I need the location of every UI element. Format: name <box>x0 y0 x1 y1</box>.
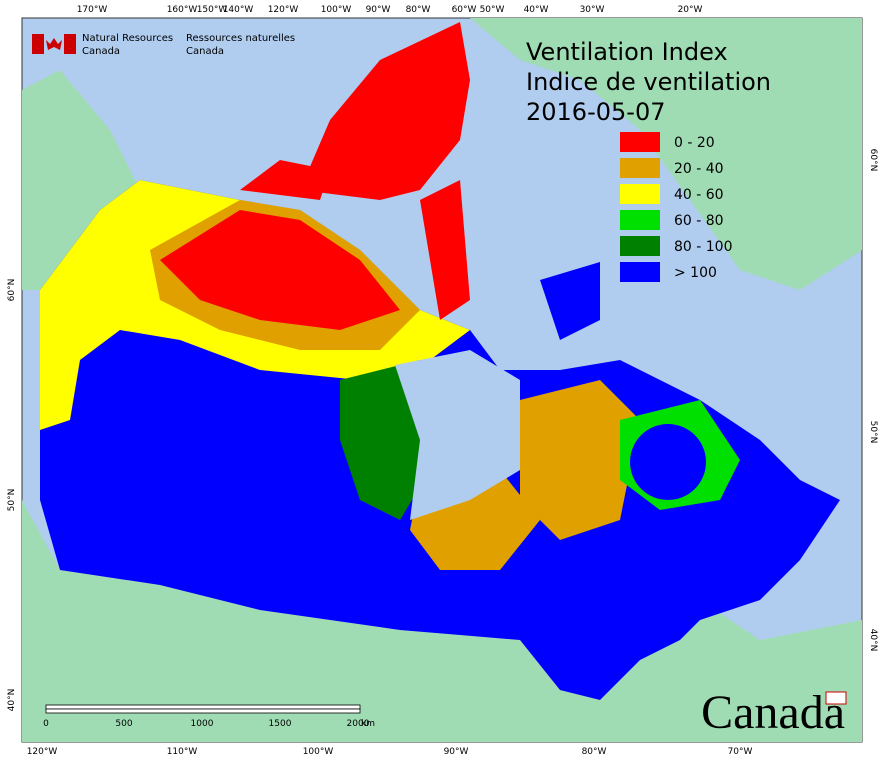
graticule-label: 40°W <box>524 5 549 15</box>
graticule-label: 140°W <box>223 5 254 15</box>
scale-label: 1500 <box>269 719 292 729</box>
graticule-label: 100°W <box>303 747 334 757</box>
graticule-label: 150°W <box>197 5 228 15</box>
graticule-label: 120°W <box>27 747 58 757</box>
scale-bar <box>45 708 361 714</box>
scale-unit: km <box>361 719 375 729</box>
graticule-label: 50°W <box>480 5 505 15</box>
alaska <box>22 70 140 290</box>
zone-baffin <box>540 262 600 340</box>
scale-bar <box>45 704 361 710</box>
title: Ventilation Index <box>526 38 728 66</box>
org-name: Canada <box>82 46 120 57</box>
wordmark: Canada <box>701 686 845 739</box>
scale-label: 500 <box>115 719 132 729</box>
legend-swatch <box>620 158 660 178</box>
graticule-label: 110°W <box>167 747 198 757</box>
title: Indice de ventilation <box>526 68 771 96</box>
legend-label: 0 - 20 <box>674 135 715 151</box>
flag-bar <box>64 34 76 54</box>
graticule-label: 40°N <box>7 689 17 712</box>
legend-label: 80 - 100 <box>674 239 733 255</box>
legend-label: 40 - 60 <box>674 187 724 203</box>
graticule-label: 40°N <box>868 629 878 652</box>
org-name: Canada <box>186 46 224 57</box>
legend-swatch <box>620 236 660 256</box>
flag-leaf <box>46 38 62 50</box>
graticule-label: 170°W <box>77 5 108 15</box>
graticule-label: 60°N <box>7 279 17 302</box>
zone-gt-100 <box>630 424 706 500</box>
greenland <box>470 18 862 290</box>
scale-label: 1000 <box>191 719 214 729</box>
graticule-label: 60°N <box>868 149 878 172</box>
legend-label: 60 - 80 <box>674 213 724 229</box>
graticule-label: 90°W <box>444 747 469 757</box>
legend-label: 20 - 40 <box>674 161 724 177</box>
hudson-bay <box>395 350 520 520</box>
graticule-label: 50°N <box>7 489 17 512</box>
graticule-label: 90°W <box>366 5 391 15</box>
date: 2016-05-07 <box>526 98 665 126</box>
graticule-label: 30°W <box>580 5 605 15</box>
graticule-label: 120°W <box>268 5 299 15</box>
org-name: Natural Resources <box>82 33 173 44</box>
legend-swatch <box>620 184 660 204</box>
flag-bar <box>32 34 44 54</box>
graticule-label: 60°W <box>452 5 477 15</box>
zone-0-20 <box>160 210 400 330</box>
scale-label: 2000 <box>347 719 370 729</box>
zone-quebec <box>520 380 640 540</box>
graticule-label: 20°W <box>678 5 703 15</box>
legend-label: > 100 <box>674 265 717 281</box>
arctic-islands <box>240 22 470 320</box>
graticule-label: 70°W <box>728 747 753 757</box>
legend-swatch <box>620 210 660 230</box>
legend-swatch <box>620 262 660 282</box>
graticule-label: 160°W <box>167 5 198 15</box>
org-name: Ressources naturelles <box>186 33 295 44</box>
graticule-label: 80°W <box>406 5 431 15</box>
legend-swatch <box>620 132 660 152</box>
graticule-label: 100°W <box>321 5 352 15</box>
scale-label: 0 <box>43 719 49 729</box>
united-states <box>22 500 862 742</box>
wordmark-flag <box>825 691 847 705</box>
graticule-label: 50°N <box>868 421 878 444</box>
graticule-label: 80°W <box>582 747 607 757</box>
